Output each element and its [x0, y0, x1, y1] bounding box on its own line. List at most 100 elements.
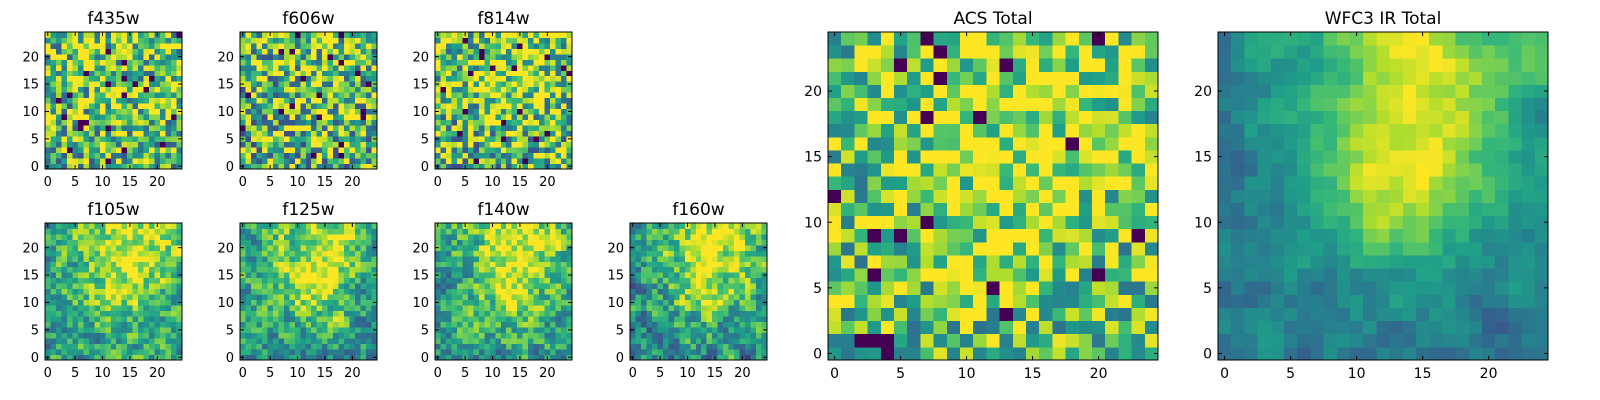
- heatmap-cell: [138, 108, 145, 115]
- heatmap-cell: [245, 92, 252, 99]
- heatmap-cell: [1092, 333, 1106, 348]
- heatmap-cell: [679, 338, 686, 344]
- heatmap-cell: [489, 255, 496, 262]
- heatmap-cell: [83, 64, 90, 71]
- heatmap-cell: [160, 53, 166, 60]
- heatmap-cell: [256, 310, 263, 317]
- heatmap-cell: [338, 130, 345, 137]
- heatmap-cell: [555, 239, 562, 246]
- heatmap-cell: [316, 42, 323, 49]
- heatmap-cell: [668, 332, 675, 339]
- heatmap-cell: [854, 202, 868, 217]
- heatmap-cell: [561, 266, 567, 273]
- heatmap-cell: [690, 266, 697, 273]
- heatmap-cell: [94, 305, 101, 312]
- heatmap-cell: [289, 261, 296, 268]
- heatmap-cell: [77, 272, 84, 279]
- heatmap-cell: [533, 53, 540, 60]
- heatmap-cell: [261, 141, 268, 148]
- heatmap-cell: [250, 37, 257, 44]
- heatmap-cell: [289, 288, 296, 295]
- heatmap-cell: [305, 125, 312, 132]
- heatmap-cell: [311, 53, 318, 60]
- heatmap-cell: [250, 130, 257, 137]
- heatmap-cell: [267, 316, 274, 323]
- heatmap-cell: [1078, 202, 1093, 217]
- heatmap-cell: [294, 92, 301, 99]
- heatmap-cell: [83, 103, 90, 110]
- heatmap-cell: [750, 250, 757, 257]
- heatmap-cell: [999, 176, 1014, 190]
- heatmap-cell: [121, 299, 128, 306]
- heatmap-cell: [105, 163, 112, 170]
- heatmap-cell: [316, 310, 323, 317]
- heatmap-cell: [712, 299, 719, 306]
- heatmap-cell: [1105, 163, 1119, 177]
- heatmap-cell: [143, 37, 150, 44]
- heatmap-cell: [110, 338, 117, 344]
- heatmap-cell: [116, 250, 123, 257]
- heatmap-cell: [662, 305, 669, 312]
- heatmap-cell: [322, 321, 329, 328]
- heatmap-cell: [717, 283, 724, 290]
- heatmap-cell: [267, 321, 274, 328]
- heatmap-cell: [445, 338, 452, 344]
- heatmap-cell: [88, 338, 95, 344]
- heatmap-cell: [706, 294, 713, 301]
- heatmap-cell: [462, 125, 469, 132]
- heatmap-cell: [160, 141, 166, 148]
- heatmap-cell: [327, 283, 334, 290]
- heatmap-cell: [272, 316, 279, 323]
- heatmap-cell: [550, 261, 556, 268]
- heatmap-cell: [138, 42, 145, 49]
- heatmap-cell: [149, 283, 155, 290]
- heatmap-cell: [116, 86, 123, 93]
- heatmap-cell: [539, 86, 545, 93]
- heatmap-cell: [1039, 294, 1053, 308]
- heatmap-cell: [83, 354, 90, 361]
- heatmap-cell: [116, 338, 123, 344]
- heatmap-cell: [522, 283, 529, 290]
- heatmap-cell: [116, 75, 123, 82]
- heatmap-cell: [484, 32, 491, 38]
- heatmap-cell: [467, 223, 474, 229]
- heatmap-cell: [462, 228, 469, 235]
- heatmap-cell: [55, 343, 62, 350]
- heatmap-cell: [149, 141, 155, 148]
- heatmap-cell: [121, 288, 128, 295]
- heatmap-cell: [435, 92, 441, 99]
- heatmap-cell: [960, 294, 974, 308]
- heatmap-cell: [267, 228, 274, 235]
- heatmap-cell: [116, 305, 123, 312]
- heatmap-cell: [77, 59, 84, 66]
- heatmap-cell: [61, 92, 68, 99]
- heatmap-cell: [489, 53, 496, 60]
- heatmap-cell: [45, 288, 51, 295]
- heatmap-cell: [635, 338, 642, 344]
- heatmap-cell: [566, 332, 573, 339]
- heatmap-cell: [712, 261, 719, 268]
- heatmap-cell: [355, 163, 361, 170]
- heatmap-cell: [511, 327, 518, 333]
- heatmap-cell: [440, 354, 447, 361]
- heatmap-cell: [88, 152, 95, 159]
- heatmap-cell: [165, 272, 172, 279]
- heatmap-cell: [657, 239, 664, 246]
- heatmap-cell: [371, 114, 378, 121]
- heatmap-cell: [72, 244, 79, 251]
- heatmap-cell: [717, 277, 724, 284]
- heatmap-cell: [517, 86, 524, 93]
- heatmap-cell: [539, 338, 545, 344]
- heatmap-cell: [566, 316, 573, 323]
- heatmap-cell: [77, 255, 84, 262]
- heatmap-cell: [61, 158, 68, 164]
- heatmap-cell: [327, 223, 334, 229]
- heatmap-cell: [327, 266, 334, 273]
- heatmap-cell: [673, 239, 680, 246]
- heatmap-cell: [154, 59, 161, 66]
- heatmap-cell: [110, 81, 117, 88]
- heatmap-cell: [522, 48, 529, 55]
- heatmap-cell: [933, 150, 948, 164]
- heatmap-cell: [116, 37, 123, 44]
- heatmap-cell: [50, 327, 57, 333]
